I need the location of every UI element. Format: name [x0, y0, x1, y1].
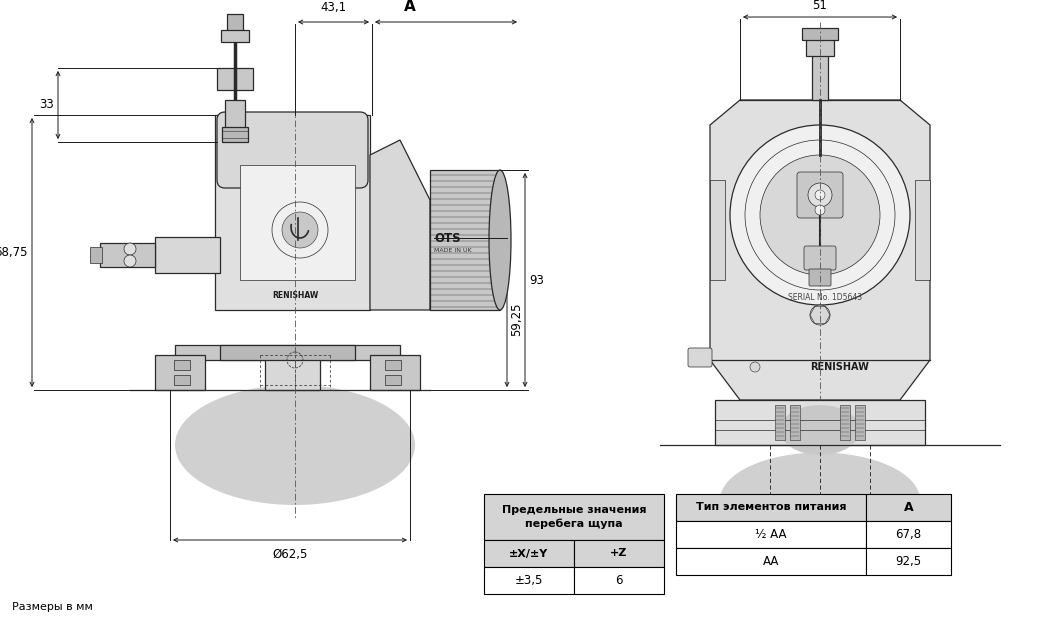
Circle shape — [760, 155, 880, 275]
Bar — [710, 180, 725, 280]
Bar — [265, 355, 320, 390]
Bar — [430, 170, 500, 310]
Bar — [802, 28, 838, 40]
Bar — [484, 494, 664, 540]
Text: OTS: OTS — [434, 232, 460, 245]
Text: A: A — [404, 0, 415, 14]
Bar — [915, 180, 930, 280]
Bar — [574, 540, 664, 567]
Bar — [866, 548, 951, 575]
Bar — [812, 55, 828, 100]
Bar — [240, 165, 355, 280]
FancyBboxPatch shape — [688, 348, 712, 367]
Text: Тип элементов питания: Тип элементов питания — [695, 502, 846, 512]
Bar — [866, 521, 951, 548]
Text: RENISHAW: RENISHAW — [811, 362, 869, 372]
Bar — [866, 494, 951, 521]
Bar — [100, 243, 155, 267]
Text: ±3,5: ±3,5 — [515, 574, 543, 587]
Bar — [484, 567, 574, 594]
Text: 68,75: 68,75 — [0, 246, 28, 259]
Ellipse shape — [780, 405, 860, 455]
Bar — [175, 345, 400, 360]
Text: AA: AA — [763, 555, 779, 568]
FancyBboxPatch shape — [804, 246, 836, 270]
Circle shape — [282, 212, 318, 248]
Circle shape — [124, 255, 136, 267]
Bar — [174, 360, 191, 370]
Bar — [806, 38, 834, 56]
Circle shape — [750, 362, 760, 372]
Text: Ø62,5: Ø62,5 — [273, 548, 308, 561]
Text: ±X/±Y: ±X/±Y — [509, 548, 549, 558]
Bar — [840, 405, 850, 440]
Ellipse shape — [489, 170, 511, 310]
Circle shape — [815, 205, 826, 215]
Bar — [155, 237, 220, 273]
Bar — [155, 355, 205, 390]
Bar — [676, 548, 866, 575]
Bar — [790, 405, 799, 440]
Circle shape — [808, 183, 832, 207]
Bar — [385, 360, 401, 370]
Circle shape — [730, 125, 910, 305]
Bar — [222, 127, 248, 142]
Text: Предельные значения
перебега щупа: Предельные значения перебега щупа — [502, 505, 646, 529]
Bar — [221, 30, 249, 42]
Bar — [484, 540, 574, 567]
Text: MADE IN UK: MADE IN UK — [434, 248, 472, 253]
Bar — [855, 405, 865, 440]
Bar — [676, 494, 866, 521]
Bar — [370, 355, 420, 390]
Text: A: A — [904, 501, 913, 514]
Bar — [676, 521, 866, 548]
Circle shape — [810, 305, 830, 325]
Text: 67,8: 67,8 — [895, 528, 921, 541]
Bar — [90, 247, 102, 263]
Text: SERIAL No. 1D5643: SERIAL No. 1D5643 — [788, 293, 862, 303]
Text: 6: 6 — [615, 574, 623, 587]
Bar — [385, 375, 401, 385]
Text: +Z: +Z — [610, 548, 628, 558]
Text: 33: 33 — [40, 99, 54, 112]
Text: Размеры в мм: Размеры в мм — [12, 602, 93, 612]
Bar — [227, 14, 243, 32]
Text: ½ AA: ½ AA — [756, 528, 787, 541]
Bar — [217, 68, 253, 90]
Bar — [225, 100, 245, 130]
Text: 51: 51 — [813, 0, 828, 12]
Circle shape — [124, 243, 136, 255]
Text: 92,5: 92,5 — [895, 555, 921, 568]
Text: 59,25: 59,25 — [510, 302, 523, 336]
Bar — [174, 375, 191, 385]
Bar — [775, 405, 785, 440]
Polygon shape — [710, 100, 930, 400]
Circle shape — [272, 202, 328, 258]
FancyBboxPatch shape — [797, 172, 843, 218]
Bar — [715, 400, 925, 445]
Text: RENISHAW: RENISHAW — [272, 291, 319, 300]
Text: 93: 93 — [529, 273, 543, 286]
Ellipse shape — [175, 385, 415, 505]
Bar — [215, 115, 370, 310]
Circle shape — [815, 190, 826, 200]
Polygon shape — [370, 140, 430, 310]
Bar — [220, 345, 355, 360]
Text: 43,1: 43,1 — [321, 1, 347, 14]
Bar — [574, 567, 664, 594]
Ellipse shape — [720, 452, 920, 547]
FancyBboxPatch shape — [809, 269, 831, 286]
FancyBboxPatch shape — [217, 112, 369, 188]
